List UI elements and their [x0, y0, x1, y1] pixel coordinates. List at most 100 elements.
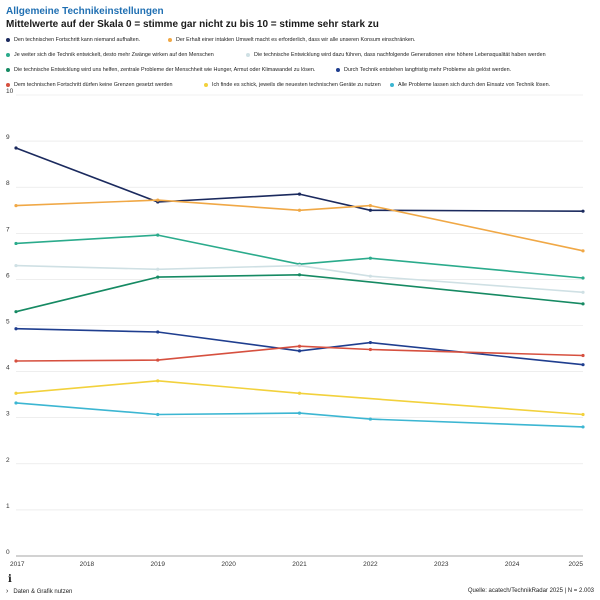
x-tick-label: 2020: [221, 561, 236, 568]
legend-item: Ich finde es schick, jeweils die neueste…: [204, 82, 381, 88]
legend-marker: [168, 38, 172, 42]
x-tick-label: 2019: [151, 561, 166, 568]
legend-label: Durch Technik entstehen langfristig mehr…: [344, 67, 512, 73]
x-tick-label: 2018: [80, 561, 95, 568]
data-point: [581, 249, 585, 253]
legend-label: Der Erhalt einer intakten Umwelt macht e…: [176, 37, 416, 43]
data-point: [156, 412, 160, 417]
data-point: [156, 379, 160, 383]
legend-item: Der Erhalt einer intakten Umwelt macht e…: [168, 37, 415, 43]
data-point: [156, 358, 160, 362]
data-point: [297, 192, 302, 196]
data-point: [156, 275, 160, 279]
legend-marker: [246, 53, 250, 57]
data-point: [14, 391, 18, 395]
legend-marker: [390, 83, 394, 87]
data-point: [297, 391, 302, 395]
legend-item: Die technische Entwicklung wird uns helf…: [6, 67, 315, 73]
series-line: [15, 199, 584, 252]
data-point: [368, 347, 372, 352]
data-point: [368, 340, 372, 345]
data-point: [14, 310, 18, 314]
y-tick-label: 3: [6, 411, 10, 418]
data-graphic-link-label: Daten & Grafik nutzen: [13, 588, 73, 595]
data-point: [14, 359, 18, 363]
data-point: [156, 233, 160, 237]
y-tick-label: 0: [6, 549, 10, 556]
y-tick-label: 7: [6, 226, 10, 233]
data-point: [368, 417, 372, 421]
legend-label: Je weiter sich die Technik entwickelt, d…: [14, 52, 214, 58]
series-line: [15, 234, 584, 279]
x-tick-label: 2021: [292, 561, 307, 568]
data-point: [297, 208, 302, 212]
data-point: [581, 302, 585, 306]
chevron-right-icon: ›: [6, 588, 9, 595]
data-point: [14, 263, 18, 268]
series-line: [15, 345, 584, 362]
legend-label: Den technischen Fortschritt kann niemand…: [14, 37, 141, 43]
data-point: [581, 425, 585, 429]
legend-marker: [6, 53, 10, 57]
data-point: [581, 353, 585, 358]
data-point: [14, 204, 18, 208]
y-tick-label: 4: [6, 365, 10, 372]
data-point: [368, 274, 372, 278]
data-point: [581, 276, 585, 280]
data-point: [368, 204, 372, 208]
series-line: [15, 379, 584, 416]
info-icon[interactable]: i: [8, 574, 12, 585]
legend-marker: [336, 68, 340, 72]
x-tick-label: 2023: [434, 561, 449, 568]
data-point: [14, 327, 18, 331]
data-point: [581, 290, 585, 294]
legend-marker: [6, 68, 10, 72]
data-point: [368, 256, 372, 260]
y-tick-label: 6: [6, 272, 10, 279]
data-point: [297, 349, 302, 353]
y-tick-label: 9: [6, 134, 10, 141]
data-point: [297, 273, 302, 277]
data-point: [581, 412, 585, 417]
chart-title: Allgemeine Technikeinstellungen: [6, 6, 164, 17]
data-point: [297, 344, 302, 348]
chart-subtitle: Mittelwerte auf der Skala 0 = stimme gar…: [6, 19, 379, 30]
x-tick-label: 2022: [363, 561, 378, 568]
legend-label: Die technische Entwicklung wird dazu füh…: [254, 52, 546, 58]
data-point: [297, 263, 302, 268]
x-tick-label: 2017: [10, 561, 25, 568]
y-tick-label: 5: [6, 319, 10, 326]
legend-item: Den technischen Fortschritt kann niemand…: [6, 37, 140, 43]
legend-label: Ich finde es schick, jeweils die neueste…: [212, 82, 381, 88]
data-point: [156, 198, 160, 202]
legend-marker: [6, 38, 10, 42]
legend-item: Alle Probleme lassen sich durch den Eins…: [390, 82, 550, 88]
y-tick-label: 1: [6, 503, 10, 510]
data-point: [581, 363, 585, 367]
y-tick-label: 8: [6, 180, 10, 187]
legend-item: Dem technischen Fortschritt dürfen keine…: [6, 82, 173, 88]
legend-label: Die technische Entwicklung wird uns helf…: [14, 67, 316, 73]
x-tick-label: 2024: [505, 561, 520, 568]
legend-label: Alle Probleme lassen sich durch den Eins…: [398, 82, 551, 88]
legend-marker: [204, 83, 208, 87]
series-line: [15, 402, 584, 428]
legend-marker: [6, 83, 10, 87]
legend-item: Durch Technik entstehen langfristig mehr…: [336, 67, 511, 73]
data-point: [156, 330, 160, 334]
data-point: [156, 267, 160, 271]
data-point: [14, 401, 18, 405]
x-tick-label: 2025: [569, 561, 584, 568]
legend-item: Je weiter sich die Technik entwickelt, d…: [6, 52, 214, 58]
data-point: [581, 209, 585, 213]
series-line: [15, 273, 584, 313]
y-tick-label: 10: [6, 88, 14, 95]
data-point: [14, 241, 18, 246]
data-graphic-link[interactable]: › Daten & Grafik nutzen: [6, 588, 72, 595]
source-note: Quelle: acatech/TechnikRadar 2025 | N = …: [467, 588, 594, 594]
legend-label: Dem technischen Fortschritt dürfen keine…: [14, 82, 173, 88]
data-point: [368, 208, 372, 212]
legend-item: Die technische Entwicklung wird dazu füh…: [246, 52, 546, 58]
y-tick-label: 2: [6, 457, 10, 464]
